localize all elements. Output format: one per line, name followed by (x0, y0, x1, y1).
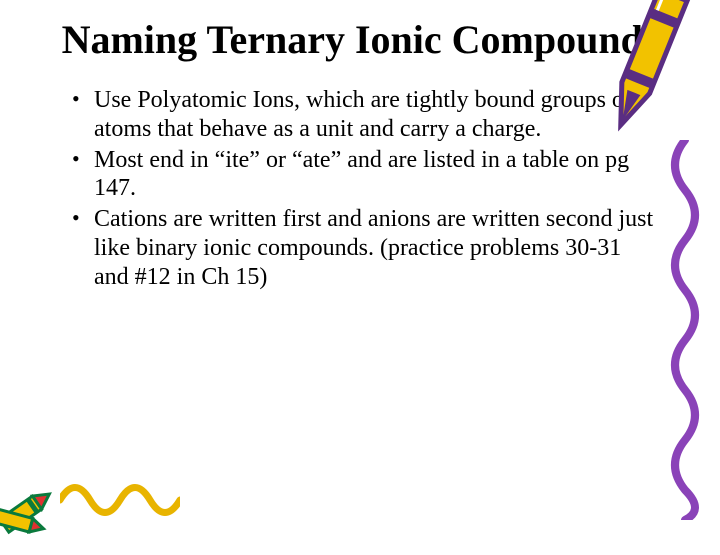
squiggle-icon (60, 470, 180, 530)
bullet-list: Use Polyatomic Ions, which are tightly b… (60, 86, 660, 292)
slide: Naming Ternary Ionic Compounds Use Polya… (0, 0, 720, 540)
page-title: Naming Ternary Ionic Compounds (60, 18, 660, 62)
crayon-icon (0, 470, 70, 550)
list-item: Most end in “ite” or “ate” and are liste… (72, 146, 660, 204)
list-item: Use Polyatomic Ions, which are tightly b… (72, 86, 660, 144)
list-item: Cations are written first and anions are… (72, 205, 660, 291)
squiggle-icon (660, 140, 710, 520)
